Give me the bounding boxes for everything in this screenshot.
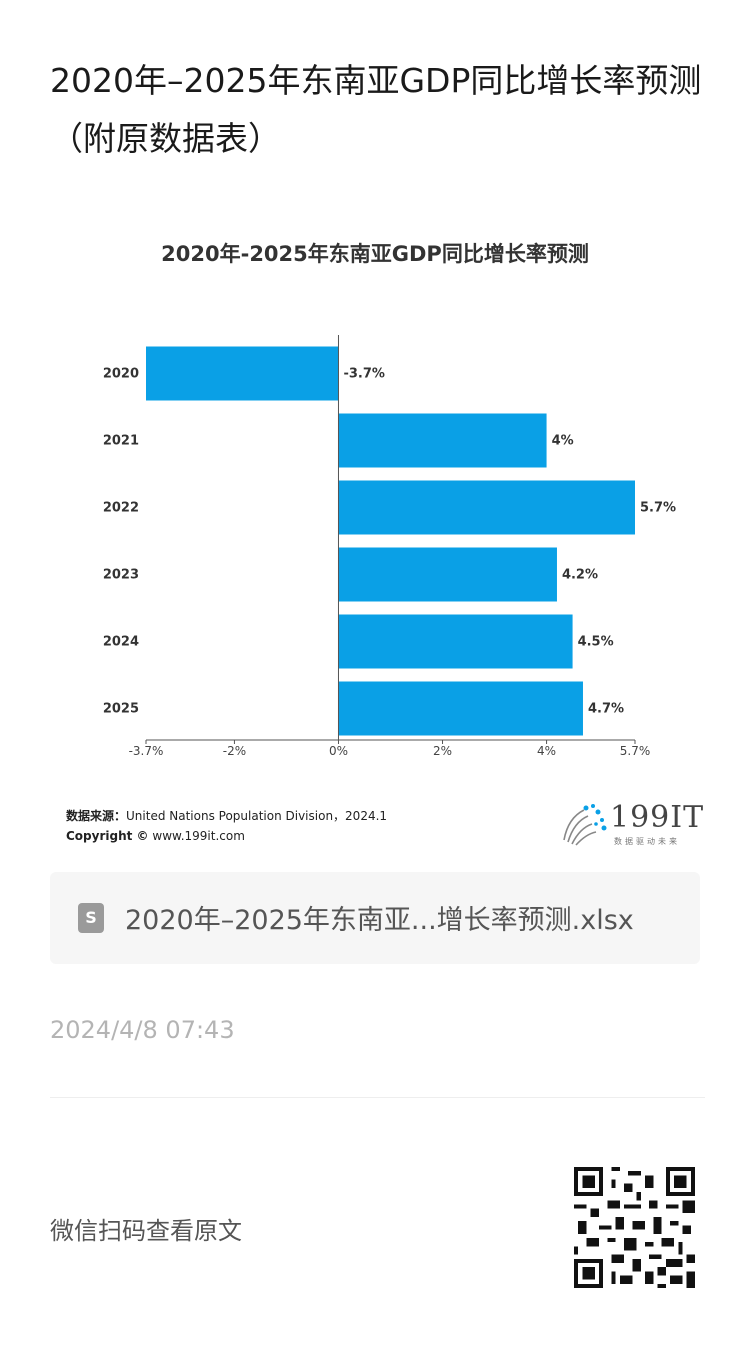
x-tick-label: 2%: [433, 744, 452, 758]
qr-label: 微信扫码查看原文: [50, 1217, 242, 1245]
data-label-2024: 4.5%: [578, 635, 614, 650]
category-label-2020: 2020: [103, 367, 139, 382]
category-label-2025: 2025: [103, 702, 139, 717]
qr-code-icon[interactable]: [574, 1167, 695, 1288]
spreadsheet-file-icon: S: [78, 903, 104, 933]
logo-tagline: 数据驱动未来: [614, 837, 680, 846]
logo-mark-icon: [563, 804, 607, 846]
bar-2025: [338, 681, 583, 736]
attachment-card[interactable]: S 2020年–2025年东南亚...增长率预测.xlsx: [50, 872, 700, 964]
data-label-2022: 5.7%: [640, 501, 676, 516]
x-tick-label: 4%: [537, 744, 556, 758]
source-note: 数据来源：United Nations Population Division，…: [66, 806, 387, 846]
bar-2021: [338, 413, 547, 468]
x-tick-label: 0%: [329, 744, 348, 758]
data-label-2023: 4.2%: [562, 568, 598, 583]
data-label-2025: 4.7%: [588, 702, 624, 717]
copyright-label: Copyright ©: [66, 829, 149, 843]
source-label: 数据来源：: [66, 809, 127, 823]
brand-logo: 199IT 数据驱动未来: [558, 800, 703, 850]
data-label-2021: 4%: [552, 434, 574, 449]
x-tick-label: -2%: [223, 744, 246, 758]
category-label-2022: 2022: [103, 501, 139, 516]
publish-timestamp: 2024/4/8 07:43: [50, 1016, 235, 1044]
source-text: United Nations Population Division，2024.…: [126, 809, 388, 823]
divider: [50, 1097, 705, 1098]
x-tick-label: 5.7%: [620, 744, 651, 758]
category-label-2024: 2024: [103, 635, 139, 650]
category-label-2021: 2021: [103, 434, 139, 449]
bar-2022: [338, 480, 635, 535]
page-title: 2020年–2025年东南亚GDP同比增长率预测（附原数据表）: [50, 61, 702, 158]
chart-title: 2020年-2025年东南亚GDP同比增长率预测: [161, 242, 589, 266]
bar-2020: [146, 346, 339, 401]
bar-2023: [338, 547, 557, 602]
copyright-text: www.199it.com: [152, 829, 245, 843]
category-label-2023: 2023: [103, 568, 139, 583]
bar-2024: [338, 614, 573, 669]
x-tick-label: -3.7%: [129, 744, 164, 758]
bar-chart: 2020 -3.7% 2021 4% 2022 5.7% 2023 4.2% 2024 4.5% 2…: [103, 335, 676, 758]
data-label-2020: -3.7%: [343, 367, 384, 382]
attachment-file-name[interactable]: 2020年–2025年东南亚...增长率预测.xlsx: [125, 905, 634, 936]
logo-text: 199IT: [610, 800, 705, 835]
